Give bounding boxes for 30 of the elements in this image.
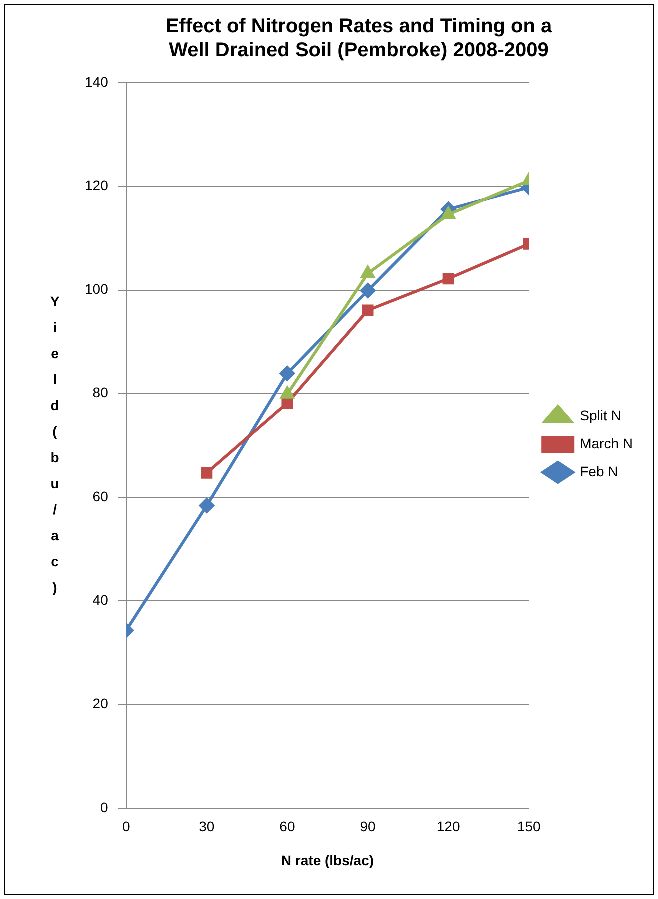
legend-label: March N [580,435,634,452]
chart-title: Effect of Nitrogen Rates and Timing on a Well Drained Soil (Pembroke) 2008-2009 [166,16,554,62]
x-tick-label: 30 [199,818,215,835]
x-tick-label: 0 [122,818,130,835]
x-axis-title: N rate (lbs/ac) [281,852,374,868]
y-tick-label: 0 [100,799,109,816]
point [282,397,294,409]
x-tick-label: 60 [280,818,296,835]
text: Yield (bu/ac) [50,294,60,596]
legend-label: Feb N [580,463,618,480]
point [280,366,295,382]
y-tick-label: 100 [85,281,109,298]
point [362,304,374,316]
point [360,283,376,298]
legend-label: Split N [580,407,622,424]
y-tick-label: 60 [92,488,109,504]
point [361,266,375,278]
y-tick-label: 80 [92,384,109,401]
point [201,467,213,479]
y-tick-label: 40 [92,592,109,608]
x-tick-label: 90 [360,818,376,835]
point [280,386,294,399]
x-tick-label: 150 [517,818,541,835]
x-tick-label: 120 [436,818,460,835]
point [442,207,456,220]
point [442,273,454,285]
point [199,498,214,514]
y-tick-label: 20 [92,696,109,712]
y-tick-label: 140 [85,74,109,90]
y-tick-label: 120 [85,177,109,194]
